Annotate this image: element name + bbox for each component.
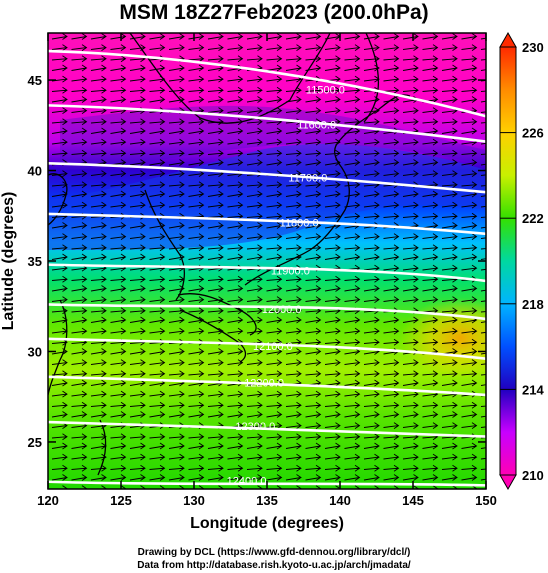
height-contour bbox=[48, 212, 486, 236]
map-title: MSM 18Z27Feb2023 (200.0hPa) bbox=[119, 1, 429, 24]
colorbar-tick-label: 222 bbox=[522, 211, 544, 226]
contour-label: 12100.0 bbox=[253, 341, 293, 353]
contour-label: 12200.0 bbox=[244, 378, 284, 390]
height-contour bbox=[48, 49, 486, 118]
y-tick-label: 40 bbox=[28, 164, 42, 179]
colorbar-tick-label: 214 bbox=[522, 382, 544, 397]
contour-label: 12300.0 bbox=[235, 421, 275, 433]
x-tick-label: 135 bbox=[256, 493, 278, 508]
x-axis: 120 125 130 135 140 145 150 bbox=[37, 33, 497, 508]
contour-label: 11600.0 bbox=[297, 120, 336, 132]
x-tick-label: 140 bbox=[329, 493, 351, 508]
height-contour bbox=[48, 161, 486, 194]
warm-spot bbox=[400, 298, 486, 378]
x-axis-label: Longitude (degrees) bbox=[190, 515, 344, 532]
colorbar-tick-label: 218 bbox=[522, 297, 544, 312]
y-axis: 25 30 35 40 45 bbox=[28, 73, 486, 450]
colorbar-tick-label: 226 bbox=[522, 126, 544, 141]
contour-label: 12400.0 bbox=[227, 475, 267, 487]
colorbar: 230 226 222 218 214 210 bbox=[499, 31, 544, 491]
height-contours: 11500.0 11600.0 11700.0 11800.0 11900.0 12000… bbox=[48, 49, 486, 487]
y-tick-label: 25 bbox=[28, 435, 42, 450]
y-axis-label: Latitude (degrees) bbox=[0, 192, 17, 331]
dark-blue-band bbox=[60, 105, 486, 170]
contour-label: 11900.0 bbox=[271, 266, 310, 278]
contour-label: 12000.0 bbox=[262, 304, 302, 316]
x-tick-label: 145 bbox=[402, 493, 424, 508]
contour-label: 11800.0 bbox=[280, 217, 319, 229]
x-tick-label: 125 bbox=[110, 493, 132, 508]
credit-drawing: Drawing by DCL (https://www.gfd-dennou.o… bbox=[137, 547, 411, 558]
height-contour bbox=[48, 375, 486, 397]
credit-data: Data from http://database.rish.kyoto-u.a… bbox=[137, 560, 411, 571]
colorbar-tick-label: 210 bbox=[522, 468, 544, 483]
y-tick-label: 45 bbox=[28, 73, 42, 88]
x-tick-label: 150 bbox=[475, 493, 497, 508]
height-contour bbox=[48, 263, 486, 283]
colorbar-top-arrow bbox=[499, 31, 517, 48]
colorbar-ramp bbox=[499, 46, 517, 476]
blue-tongue bbox=[48, 143, 486, 250]
height-contour bbox=[48, 420, 486, 438]
height-contour bbox=[48, 104, 486, 143]
x-tick-label: 120 bbox=[37, 493, 59, 508]
y-tick-label: 35 bbox=[28, 254, 42, 269]
height-contour bbox=[48, 337, 486, 361]
colorbar-bottom-arrow bbox=[499, 474, 517, 491]
x-tick-label: 130 bbox=[183, 493, 205, 508]
colorbar-tick-label: 230 bbox=[522, 40, 544, 55]
contour-label: 11500.0 bbox=[306, 84, 345, 96]
contour-label: 11700.0 bbox=[288, 172, 327, 184]
height-contour bbox=[48, 303, 486, 321]
y-tick-label: 30 bbox=[28, 344, 42, 359]
